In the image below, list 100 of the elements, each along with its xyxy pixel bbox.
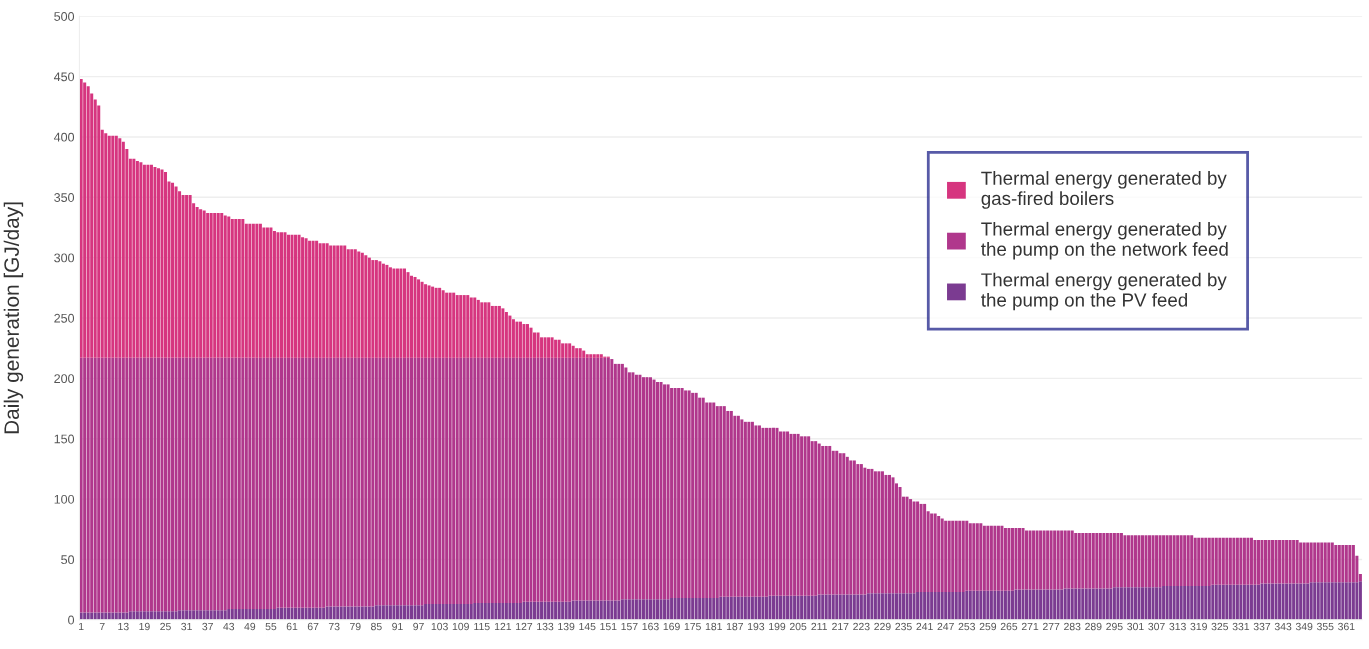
bar bbox=[265, 608, 269, 620]
bar bbox=[487, 357, 491, 603]
bar bbox=[1239, 537, 1243, 585]
bar bbox=[877, 471, 881, 594]
bar bbox=[234, 357, 238, 609]
bar bbox=[729, 596, 733, 620]
bar bbox=[557, 339, 561, 358]
bar bbox=[779, 595, 783, 620]
bar bbox=[1249, 584, 1253, 620]
bar bbox=[297, 234, 301, 358]
bar bbox=[968, 523, 972, 591]
bar bbox=[1316, 582, 1320, 620]
bar bbox=[824, 445, 828, 595]
x-tick-label: 55 bbox=[265, 622, 277, 631]
bar bbox=[1014, 528, 1018, 590]
bar bbox=[248, 608, 252, 620]
bar bbox=[357, 357, 361, 607]
y-axis-title: Daily generation [GJ/day] bbox=[3, 202, 24, 434]
x-tick-label: 343 bbox=[1274, 622, 1292, 631]
bar bbox=[178, 357, 182, 611]
bar bbox=[645, 599, 649, 620]
bar bbox=[937, 515, 941, 593]
bar bbox=[237, 219, 241, 358]
bar bbox=[424, 604, 428, 620]
bar bbox=[1337, 544, 1341, 583]
bar bbox=[1320, 582, 1324, 620]
bar bbox=[743, 421, 747, 597]
bar bbox=[620, 363, 624, 600]
bar bbox=[1253, 584, 1257, 620]
bar bbox=[329, 357, 333, 607]
bar bbox=[1288, 540, 1292, 584]
bar bbox=[167, 611, 171, 620]
bar bbox=[364, 357, 368, 607]
bar bbox=[234, 608, 238, 620]
bar bbox=[332, 245, 336, 358]
bar bbox=[223, 610, 227, 620]
bar bbox=[810, 595, 814, 620]
bar bbox=[1140, 535, 1145, 588]
bar bbox=[381, 605, 385, 620]
bar bbox=[153, 357, 157, 612]
bar bbox=[596, 600, 600, 620]
bar bbox=[793, 595, 797, 620]
bar bbox=[399, 605, 403, 620]
bar bbox=[775, 595, 779, 620]
bar bbox=[308, 607, 312, 620]
bar bbox=[469, 297, 473, 358]
bar bbox=[206, 357, 210, 611]
bar bbox=[891, 477, 895, 594]
bar bbox=[297, 357, 301, 608]
x-tick-label: 163 bbox=[642, 622, 659, 631]
bar bbox=[269, 608, 273, 620]
bar bbox=[982, 525, 986, 591]
x-tick-label: 97 bbox=[413, 622, 424, 631]
bar bbox=[216, 212, 220, 358]
bar bbox=[353, 357, 357, 607]
bar bbox=[1148, 587, 1152, 620]
bar bbox=[543, 601, 547, 620]
bar bbox=[1337, 582, 1341, 620]
bar bbox=[554, 339, 558, 358]
x-tick-label: 49 bbox=[244, 622, 256, 631]
bar bbox=[1162, 535, 1166, 586]
bar bbox=[336, 245, 340, 358]
x-tick-label: 325 bbox=[1211, 622, 1229, 631]
bar bbox=[135, 611, 139, 620]
bar bbox=[852, 460, 856, 595]
bar bbox=[1112, 587, 1116, 620]
bar bbox=[708, 598, 712, 620]
bar bbox=[139, 162, 143, 358]
bar bbox=[613, 363, 617, 601]
bar bbox=[367, 257, 371, 358]
bar bbox=[712, 402, 716, 599]
bar bbox=[420, 281, 424, 358]
bar bbox=[1130, 535, 1134, 588]
bar bbox=[1260, 540, 1264, 584]
bar bbox=[490, 602, 494, 620]
bar bbox=[589, 600, 593, 620]
bar bbox=[1267, 540, 1271, 584]
bar bbox=[350, 249, 354, 358]
bar bbox=[1183, 586, 1187, 620]
bar bbox=[585, 600, 589, 620]
bar bbox=[1242, 537, 1246, 585]
y-tick-label: 100 bbox=[54, 494, 75, 504]
bar bbox=[185, 357, 189, 611]
x-tick-label: 211 bbox=[811, 622, 827, 631]
bar bbox=[764, 596, 768, 620]
bar bbox=[733, 415, 737, 597]
x-tick-label: 307 bbox=[1148, 622, 1165, 631]
bar bbox=[1098, 532, 1102, 589]
bar bbox=[501, 357, 505, 603]
y-tick-label: 50 bbox=[61, 555, 75, 565]
bar bbox=[659, 599, 663, 620]
bar bbox=[455, 604, 459, 620]
bar bbox=[807, 436, 811, 596]
bar bbox=[448, 292, 452, 358]
bar bbox=[455, 295, 459, 358]
bar bbox=[870, 468, 874, 594]
bar bbox=[417, 605, 421, 620]
bar bbox=[378, 261, 382, 358]
bar bbox=[779, 431, 783, 596]
bar bbox=[554, 601, 558, 620]
